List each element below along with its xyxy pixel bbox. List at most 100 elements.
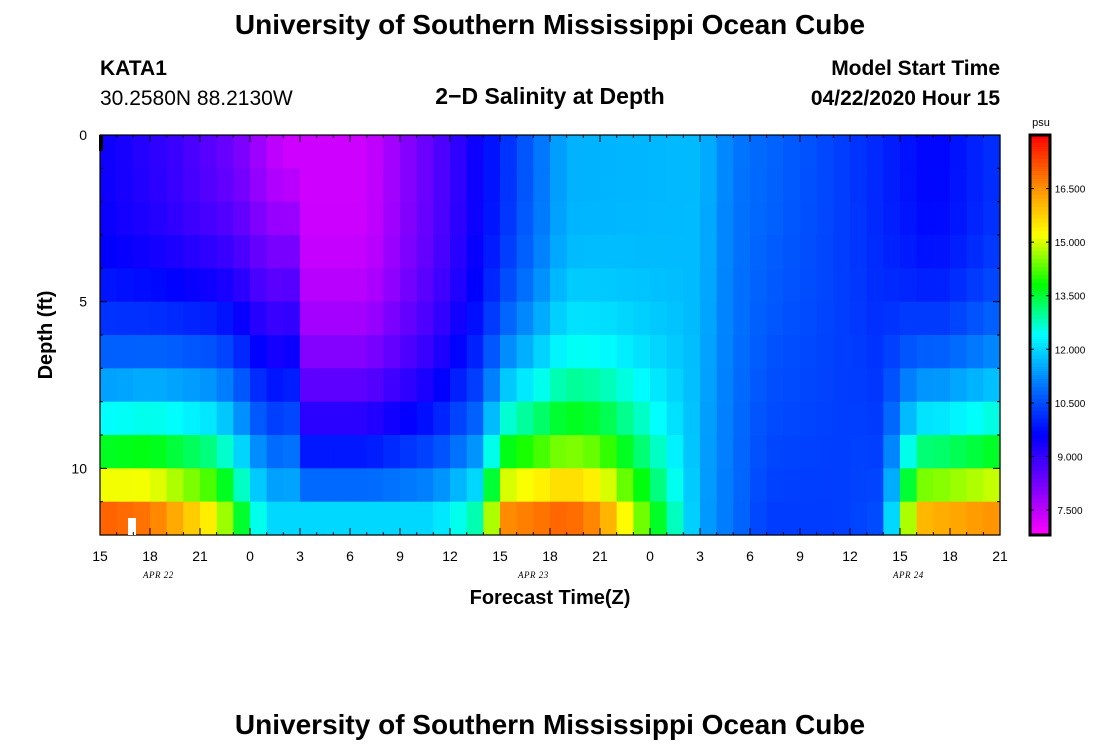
- heatmap-cell: [300, 501, 318, 536]
- x-tick-label: 3: [696, 548, 704, 564]
- heatmap-cell: [916, 468, 934, 503]
- heatmap-cell: [566, 368, 584, 403]
- heatmap-cell: [500, 201, 518, 236]
- heatmap-cell: [166, 435, 184, 469]
- heatmap-cell: [716, 301, 734, 336]
- heatmap-cell: [366, 301, 384, 336]
- heatmap-cell: [933, 401, 951, 436]
- heatmap-cell: [616, 168, 634, 203]
- colorbar-band: [1030, 275, 1050, 280]
- colorbar-band: [1030, 351, 1050, 356]
- heatmap-cell: [700, 201, 718, 236]
- heatmap-cell: [900, 435, 918, 469]
- heatmap-cell: [633, 268, 651, 303]
- heatmap-cell: [583, 201, 601, 236]
- heatmap-cell: [600, 468, 618, 503]
- heatmap-cell: [916, 501, 934, 536]
- heatmap-cell: [650, 401, 668, 436]
- heatmap-cell: [283, 201, 301, 236]
- colorbar-band: [1030, 307, 1050, 312]
- heatmap-cell: [316, 401, 334, 436]
- heatmap-cell: [133, 168, 151, 203]
- heatmap-cell: [683, 168, 701, 203]
- x-tick-label: 6: [746, 548, 754, 564]
- colorbar-band: [1030, 207, 1050, 212]
- heatmap-cell: [316, 301, 334, 336]
- colorbar-band: [1030, 423, 1050, 428]
- heatmap-cell: [283, 301, 301, 336]
- heatmap-cell: [350, 201, 368, 236]
- heatmap-cell: [166, 468, 184, 503]
- heatmap-cell: [800, 468, 818, 503]
- heatmap-cell: [150, 268, 168, 303]
- heatmap-cell: [816, 368, 834, 403]
- heatmap-cell: [583, 301, 601, 336]
- heatmap-cell: [916, 435, 934, 469]
- heatmap-cell: [783, 235, 801, 269]
- x-tick-label: 12: [442, 548, 458, 564]
- heatmap-cell: [100, 401, 118, 436]
- heatmap-cell: [750, 268, 768, 303]
- colorbar-band: [1030, 155, 1050, 160]
- heatmap-cell: [800, 435, 818, 469]
- colorbar-band: [1030, 235, 1050, 240]
- heatmap-cell: [850, 168, 868, 203]
- heatmap-cell: [583, 235, 601, 269]
- heatmap-cell: [833, 235, 851, 269]
- heatmap-cell: [100, 268, 118, 303]
- heatmap-cell: [816, 435, 834, 469]
- heatmap-cell: [700, 468, 718, 503]
- heatmap-cell: [116, 268, 134, 303]
- heatmap-cell: [933, 435, 951, 469]
- heatmap-cell: [233, 435, 251, 469]
- heatmap-cell: [600, 501, 618, 536]
- colorbar-band: [1030, 211, 1050, 216]
- heatmap-cell: [150, 335, 168, 369]
- heatmap-cell: [966, 201, 984, 236]
- colorbar-ticks: 7.500 9.000 10.500 12.000 13.500 15.000 16.500: [1030, 185, 1086, 517]
- heatmap-cell: [433, 201, 451, 236]
- heatmap-cell: [900, 168, 918, 203]
- heatmap-cell: [333, 435, 351, 469]
- colorbar-band: [1030, 483, 1050, 488]
- heatmap-cell: [883, 401, 901, 436]
- heatmap-cell: [666, 335, 684, 369]
- heatmap-cell: [250, 301, 268, 336]
- heatmap-cell: [350, 435, 368, 469]
- heatmap-cell: [283, 401, 301, 436]
- heatmap-cell: [300, 201, 318, 236]
- heatmap-cell: [566, 501, 584, 536]
- heatmap-cell: [233, 501, 251, 536]
- heatmap-cell: [766, 168, 784, 203]
- heatmap-cell: [200, 168, 218, 203]
- heatmap-cell: [983, 335, 1001, 369]
- heatmap-cell: [416, 268, 434, 303]
- heatmap-cell: [283, 268, 301, 303]
- heatmap-cell: [333, 368, 351, 403]
- colorbar-frame: [1028, 133, 1052, 537]
- heatmap-cell: [166, 201, 184, 236]
- heatmap-cell: [750, 435, 768, 469]
- colorbar-band: [1030, 159, 1050, 164]
- heatmap-cell: [616, 135, 634, 169]
- colorbar-band: [1030, 171, 1050, 176]
- heatmap-cell: [466, 368, 484, 403]
- heatmap-cell: [650, 268, 668, 303]
- heatmap-cell: [166, 301, 184, 336]
- chart-title: 2−D Salinity at Depth: [435, 83, 664, 109]
- heatmap-cell: [700, 168, 718, 203]
- heatmap-cell: [866, 301, 884, 336]
- heatmap-cell: [833, 501, 851, 536]
- heatmap-cell: [666, 201, 684, 236]
- heatmap-cell: [766, 268, 784, 303]
- heatmap-cell: [250, 268, 268, 303]
- heatmap-cell: [533, 368, 551, 403]
- heatmap-cell: [733, 501, 751, 536]
- heatmap-cell: [916, 268, 934, 303]
- heatmap-cell: [533, 135, 551, 169]
- heatmap-cell: [666, 268, 684, 303]
- x-tick-label: 21: [992, 548, 1008, 564]
- colorbar-band: [1030, 283, 1050, 288]
- heatmap-cell: [916, 168, 934, 203]
- heatmap-cell: [816, 335, 834, 369]
